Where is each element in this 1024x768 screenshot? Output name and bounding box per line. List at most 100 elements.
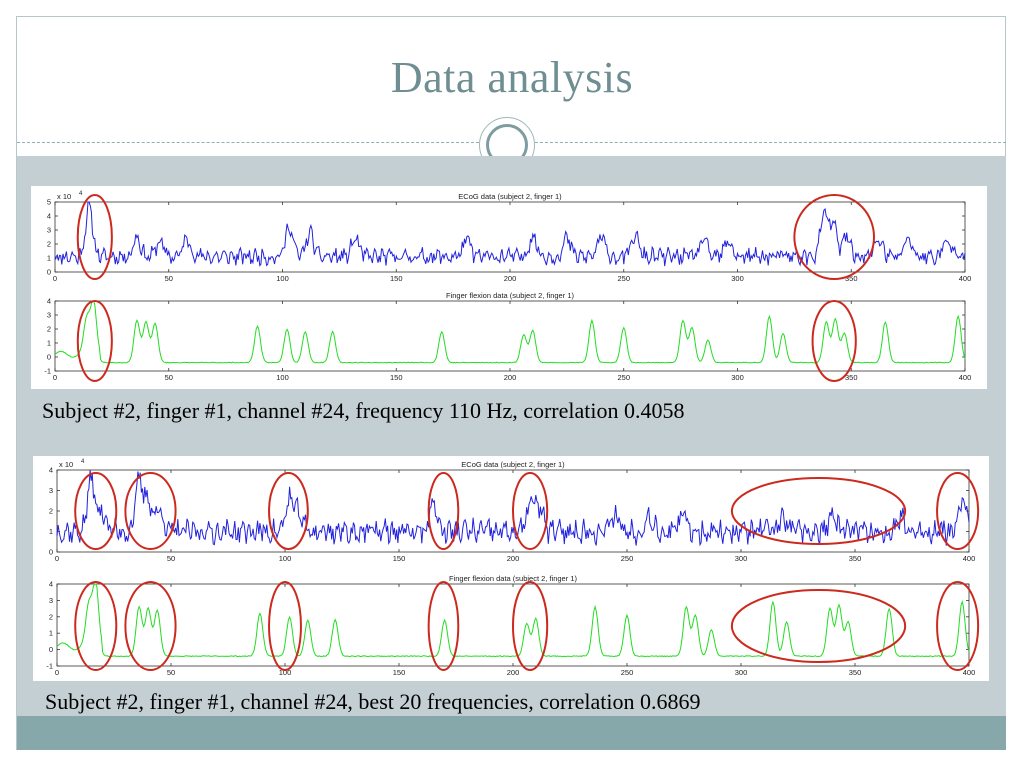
y-tick-label-p1-ecog: 5	[47, 198, 51, 207]
y-tick-label-p2-flex: 3	[49, 596, 53, 605]
x-tick-label-p1-flex: 400	[959, 373, 972, 382]
x-tick-label-p1-flex: 0	[53, 373, 57, 382]
highlight-ellipse-p2-ecog-5	[730, 477, 907, 545]
x-tick-label-p2-flex: 300	[735, 668, 748, 677]
series-line-p1-ecog	[54, 201, 966, 267]
y-tick-label-p2-flex: 4	[49, 580, 53, 589]
y-tick-label-p1-ecog: 1	[47, 254, 51, 263]
y-tick-label-p2-flex: 0	[49, 645, 53, 654]
x-tick-label-p1-ecog: 400	[959, 274, 972, 283]
plot-panel-bottom-svg: ECoG data (subject 2, finger 1) x 10 4 0 50 1…	[46, 459, 980, 677]
series-line-p1-flex	[54, 300, 966, 364]
highlight-ellipse-p2-flex-2	[268, 581, 302, 671]
x-tick-label-p1-ecog: 50	[165, 274, 173, 283]
x-tick-label-p2-ecog: 400	[963, 554, 976, 563]
plot-p2-flex: Finger flexion data (subject 2, finger 1…	[46, 574, 975, 677]
y-tick-label-p2-ecog: 2	[49, 507, 53, 516]
highlight-ellipse-p2-flex-3	[427, 581, 460, 671]
plot-p1-ecog: ECoG data (subject 2, finger 1)x 10 40 50 1…	[47, 191, 971, 283]
highlight-ellipse-p2-ecog-1	[124, 472, 177, 550]
x-tick-label-p1-ecog: 300	[731, 274, 744, 283]
plot-title-p1-flex: Finger flexion data (subject 2, finger 1…	[446, 291, 574, 300]
y-tick-label-p2-ecog: 3	[49, 486, 53, 495]
y-tick-label-p2-ecog: 0	[49, 548, 53, 557]
highlight-ellipse-p1-ecog-1	[793, 194, 875, 280]
y-tick-label-p1-ecog: 2	[47, 240, 51, 249]
y-tick-label-p1-flex: 3	[47, 311, 51, 320]
y-tick-label-p1-ecog: 4	[47, 212, 51, 221]
slide-title: Data analysis	[390, 53, 634, 102]
plot-p1-flex: Finger flexion data (subject 2, finger 1…	[44, 291, 971, 382]
x-tick-label-p1-ecog: 250	[617, 274, 630, 283]
highlight-ellipse-p1-flex-0	[76, 300, 113, 382]
title-divider-right	[535, 142, 1006, 143]
x-tick-label-p2-ecog: 200	[507, 554, 520, 563]
x-tick-label-p2-ecog: 100	[279, 554, 292, 563]
highlight-ellipse-p2-flex-4	[512, 581, 549, 671]
x-tick-label-p2-flex: 50	[167, 668, 175, 677]
x-tick-label-p2-ecog: 50	[167, 554, 175, 563]
x-tick-label-p1-flex: 100	[276, 373, 289, 382]
x-tick-label-p2-ecog: 150	[393, 554, 406, 563]
series-line-p2-flex	[56, 583, 970, 658]
highlight-ellipse-p1-flex-1	[811, 300, 857, 382]
y-tick-label-p2-ecog: 1	[49, 527, 53, 536]
plot-title-p2-ecog: ECoG data (subject 2, finger 1)	[461, 460, 565, 469]
series-line-p2-ecog	[56, 469, 970, 547]
y-tick-label-p1-flex: 0	[47, 353, 51, 362]
x-tick-label-p1-flex: 250	[617, 373, 630, 382]
plot-panel-bottom: ECoG data (subject 2, finger 1) x 10 4 0 50 1…	[33, 456, 989, 681]
highlight-ellipse-p2-flex-6	[936, 581, 980, 671]
x-tick-label-p2-ecog: 350	[849, 554, 862, 563]
highlight-ellipse-p2-ecog-2	[268, 472, 309, 550]
highlight-ellipse-p2-ecog-4	[512, 472, 549, 550]
highlight-ellipse-p2-ecog-3	[427, 472, 460, 550]
y-exponent-power-p1-ecog: 4	[79, 191, 83, 197]
y-tick-label-p1-flex: -1	[44, 367, 51, 376]
y-tick-label-p1-flex: 1	[47, 339, 51, 348]
y-tick-label-p2-ecog: 4	[49, 466, 53, 475]
axes-box-p1-flex	[54, 300, 966, 372]
y-exponent-label-p2-ecog: x 10	[59, 460, 73, 469]
caption-bottom: Subject #2, finger #1, channel #24, best…	[45, 689, 701, 714]
y-tick-label-p1-ecog: 3	[47, 226, 51, 235]
x-tick-label-p1-flex: 350	[845, 373, 858, 382]
x-tick-label-p2-ecog: 300	[735, 554, 748, 563]
plot-panel-top-svg: ECoG data (subject 2, finger 1)x 10 40 50 1…	[44, 191, 971, 382]
y-tick-label-p1-ecog: 0	[47, 268, 51, 277]
x-tick-label-p1-flex: 300	[731, 373, 744, 382]
x-tick-label-p2-flex: 250	[621, 668, 634, 677]
plot-title-p2-flex: Finger flexion data (subject 2, finger 1…	[449, 574, 577, 583]
plot-title-p1-ecog: ECoG data (subject 2, finger 1)	[458, 192, 562, 201]
y-tick-label-p1-flex: 4	[47, 297, 51, 306]
x-tick-label-p1-ecog: 150	[390, 274, 403, 283]
x-tick-label-p1-ecog: 100	[276, 274, 289, 283]
plot-panel-top: ECoG data (subject 2, finger 1) x 10 4 0 50 1…	[31, 186, 987, 389]
x-tick-label-p2-flex: 150	[393, 668, 406, 677]
x-tick-label-p2-flex: 200	[507, 668, 520, 677]
highlight-ellipse-p2-ecog-0	[74, 472, 118, 550]
x-tick-label-p1-flex: 150	[390, 373, 403, 382]
x-tick-label-p1-ecog: 0	[53, 274, 57, 283]
x-tick-label-p2-flex: 100	[279, 668, 292, 677]
title-divider-left	[17, 142, 479, 143]
y-tick-label-p2-flex: 2	[49, 612, 53, 621]
x-tick-label-p2-ecog: 250	[621, 554, 634, 563]
axes-box-p1-ecog	[54, 201, 966, 273]
y-tick-label-p2-flex: 1	[49, 629, 53, 638]
x-tick-label-p2-flex: 350	[849, 668, 862, 677]
y-exponent-power-p2-ecog: 4	[81, 459, 85, 465]
y-exponent-label-p1-ecog: x 10	[57, 192, 71, 201]
x-tick-label-p1-ecog: 350	[845, 274, 858, 283]
highlight-ellipse-p2-ecog-6	[936, 472, 980, 550]
x-tick-label-p1-flex: 50	[165, 373, 173, 382]
y-tick-label-p2-flex: -1	[46, 662, 53, 671]
highlight-ellipse-p2-flex-1	[124, 581, 177, 671]
y-tick-label-p1-flex: 2	[47, 325, 51, 334]
x-tick-label-p2-flex: 0	[55, 668, 59, 677]
caption-top: Subject #2, finger #1, channel #24, freq…	[42, 398, 685, 423]
x-tick-label-p1-ecog: 200	[504, 274, 517, 283]
x-tick-label-p2-flex: 400	[963, 668, 976, 677]
highlight-ellipse-p1-ecog-0	[76, 194, 113, 280]
plot-p2-ecog: ECoG data (subject 2, finger 1) x 10 4 0 50 1…	[49, 459, 975, 563]
